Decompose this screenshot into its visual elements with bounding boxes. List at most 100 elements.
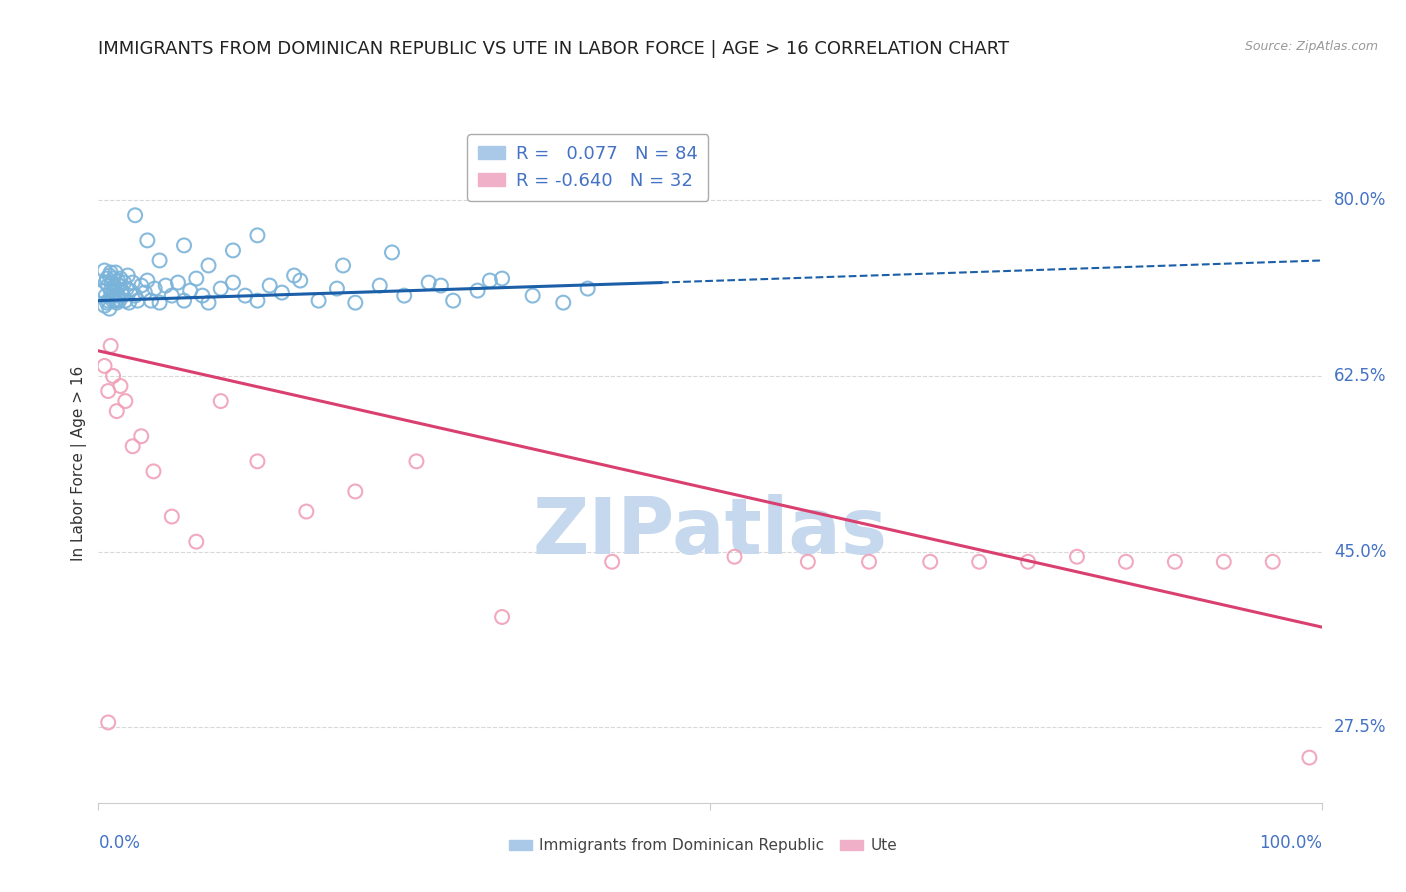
Point bbox=[246, 454, 269, 468]
Point bbox=[149, 295, 172, 310]
Point bbox=[139, 293, 162, 308]
Point bbox=[117, 268, 139, 283]
Point bbox=[723, 549, 745, 564]
Point bbox=[186, 271, 208, 285]
Point bbox=[209, 394, 232, 409]
Point bbox=[1261, 555, 1284, 569]
Point bbox=[101, 271, 124, 285]
Point bbox=[430, 278, 453, 293]
Point bbox=[149, 253, 172, 268]
Point bbox=[97, 293, 120, 308]
Text: Source: ZipAtlas.com: Source: ZipAtlas.com bbox=[1244, 40, 1378, 54]
Point bbox=[179, 284, 201, 298]
Text: 27.5%: 27.5% bbox=[1334, 718, 1386, 737]
Point bbox=[115, 282, 138, 296]
Point bbox=[97, 715, 120, 730]
Text: 45.0%: 45.0% bbox=[1334, 542, 1386, 561]
Point bbox=[491, 610, 513, 624]
Point bbox=[100, 284, 122, 298]
Point bbox=[129, 429, 152, 443]
Point bbox=[1164, 555, 1187, 569]
Point bbox=[600, 555, 623, 569]
Point bbox=[112, 276, 135, 290]
Point bbox=[101, 293, 124, 308]
Point bbox=[93, 359, 115, 373]
Y-axis label: In Labor Force | Age > 16: In Labor Force | Age > 16 bbox=[72, 367, 87, 561]
Point bbox=[107, 288, 129, 302]
Point bbox=[142, 464, 165, 478]
Point bbox=[121, 276, 143, 290]
Point bbox=[124, 208, 146, 222]
Point bbox=[103, 285, 125, 300]
Point bbox=[108, 278, 131, 293]
Point bbox=[143, 282, 166, 296]
Point bbox=[98, 268, 121, 283]
Text: ZIPatlas: ZIPatlas bbox=[533, 493, 887, 570]
Point bbox=[467, 284, 489, 298]
Point bbox=[326, 282, 349, 296]
Point bbox=[1017, 555, 1039, 569]
Point bbox=[136, 274, 159, 288]
Point bbox=[110, 379, 132, 393]
Point bbox=[368, 278, 391, 293]
Point bbox=[344, 484, 367, 499]
Point bbox=[101, 276, 124, 290]
Point bbox=[124, 288, 146, 302]
Point bbox=[173, 238, 195, 252]
Point bbox=[797, 555, 820, 569]
Point bbox=[233, 288, 256, 302]
Point bbox=[94, 288, 117, 302]
Point bbox=[197, 259, 219, 273]
Point bbox=[100, 339, 122, 353]
Point bbox=[191, 288, 214, 302]
Point bbox=[114, 394, 136, 409]
Point bbox=[111, 284, 134, 298]
Text: 62.5%: 62.5% bbox=[1334, 367, 1386, 385]
Point bbox=[107, 274, 129, 288]
Point bbox=[295, 504, 318, 518]
Point bbox=[167, 276, 190, 290]
Point bbox=[98, 301, 121, 316]
Point bbox=[97, 384, 120, 398]
Point bbox=[91, 284, 114, 298]
Point bbox=[392, 288, 416, 302]
Point bbox=[418, 276, 440, 290]
Legend: Immigrants from Dominican Republic, Ute: Immigrants from Dominican Republic, Ute bbox=[503, 832, 903, 859]
Point bbox=[118, 295, 141, 310]
Point bbox=[104, 293, 127, 308]
Text: IMMIGRANTS FROM DOMINICAN REPUBLIC VS UTE IN LABOR FORCE | AGE > 16 CORRELATION : IMMIGRANTS FROM DOMINICAN REPUBLIC VS UT… bbox=[98, 40, 1010, 58]
Point bbox=[270, 285, 294, 300]
Point bbox=[93, 299, 115, 313]
Point bbox=[108, 293, 131, 308]
Point bbox=[920, 555, 942, 569]
Point bbox=[441, 293, 464, 308]
Point bbox=[93, 263, 115, 277]
Point bbox=[105, 404, 128, 418]
Point bbox=[283, 268, 305, 283]
Point bbox=[332, 259, 354, 273]
Point bbox=[110, 271, 132, 285]
Text: 100.0%: 100.0% bbox=[1258, 834, 1322, 852]
Point bbox=[344, 295, 367, 310]
Point bbox=[114, 293, 136, 308]
Point bbox=[186, 534, 208, 549]
Point bbox=[101, 368, 124, 383]
Point bbox=[1066, 549, 1088, 564]
Point bbox=[197, 295, 219, 310]
Text: 80.0%: 80.0% bbox=[1334, 191, 1386, 210]
Point bbox=[155, 278, 177, 293]
Point bbox=[129, 278, 152, 293]
Point bbox=[160, 509, 183, 524]
Point bbox=[246, 293, 269, 308]
Point bbox=[858, 555, 880, 569]
Point bbox=[259, 278, 281, 293]
Point bbox=[96, 271, 118, 285]
Point bbox=[967, 555, 990, 569]
Point bbox=[111, 288, 134, 302]
Point bbox=[173, 293, 195, 308]
Point bbox=[1298, 750, 1320, 764]
Point bbox=[100, 266, 122, 280]
Point bbox=[478, 274, 501, 288]
Point bbox=[101, 288, 124, 302]
Point bbox=[1115, 555, 1137, 569]
